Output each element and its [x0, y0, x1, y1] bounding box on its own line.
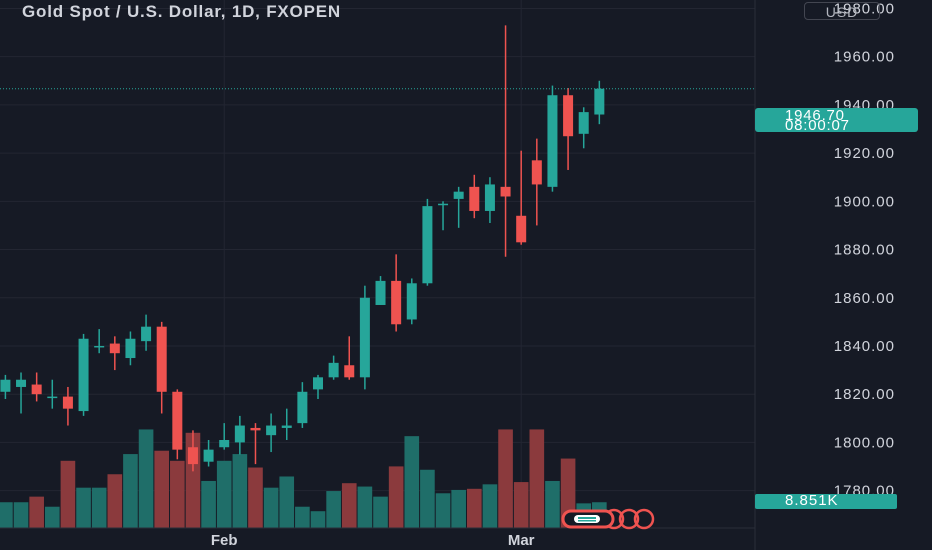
- candle-body: [297, 391, 308, 424]
- candle-body: [31, 384, 42, 395]
- candle-body: [141, 326, 152, 342]
- volume-bar: [0, 502, 13, 528]
- candle-body: [234, 425, 245, 443]
- volume-bar: [29, 496, 44, 528]
- time-axis: Feb Mar: [0, 527, 755, 549]
- y-tick-label: 1840.00: [834, 338, 895, 355]
- volume-bar: [107, 474, 123, 528]
- volume-bar: [420, 469, 435, 528]
- candle-body: [469, 186, 480, 211]
- candle-body: [578, 112, 589, 134]
- volume-bar: [357, 486, 373, 528]
- candle-body: [125, 338, 136, 359]
- y-tick-label: 1860.00: [834, 290, 895, 307]
- candle-body: [391, 280, 402, 325]
- volume-bar: [201, 480, 216, 528]
- volume-bar: [466, 488, 482, 528]
- volume-bar: [60, 460, 76, 528]
- candle-body: [375, 280, 386, 305]
- symbol-title[interactable]: Gold Spot / U.S. Dollar, 1D, FXOPEN: [22, 2, 341, 21]
- volume-bar: [248, 467, 263, 528]
- y-tick-label: 1920.00: [834, 145, 895, 162]
- candle-body: [94, 345, 105, 348]
- candle-body: [266, 425, 277, 436]
- candlesticks: [0, 25, 605, 472]
- volume-bar: [279, 476, 295, 528]
- volume-bar: [529, 429, 545, 528]
- last-price-value: 1946.70: [785, 107, 845, 124]
- tradingview-logo-icon: [561, 508, 655, 530]
- candle-body: [172, 391, 183, 450]
- y-tick-label: 1800.00: [834, 434, 895, 451]
- volume-bar: [138, 429, 154, 528]
- candle-body: [344, 365, 355, 378]
- volume-bar: [435, 493, 451, 528]
- candle-body: [281, 425, 292, 428]
- volume-bar: [326, 491, 341, 528]
- candle-body: [422, 206, 433, 284]
- candle-body: [359, 297, 370, 378]
- x-tick-label: Feb: [211, 532, 238, 549]
- candle-body: [453, 191, 464, 199]
- volume-bar: [451, 489, 466, 528]
- candle-body: [156, 326, 167, 392]
- last-price-badge: 1946.70 08:00:07: [755, 107, 918, 134]
- y-tick-label: 1900.00: [834, 193, 895, 210]
- price-axis: 1780.001800.001820.001840.001860.001880.…: [754, 0, 895, 550]
- y-tick-label: 1880.00: [834, 242, 895, 259]
- candle-body: [109, 343, 120, 354]
- candle-body: [187, 447, 198, 465]
- volume-bar: [513, 482, 529, 528]
- candle-body: [547, 95, 558, 187]
- volume-bar: [170, 460, 185, 528]
- y-tick-label: 1820.00: [834, 386, 895, 403]
- candle-body: [78, 338, 89, 412]
- volume-bar: [263, 487, 279, 528]
- volume-bar: [373, 496, 388, 528]
- volume-bar: [91, 487, 107, 528]
- volume-bar: [44, 506, 60, 528]
- candle-body: [62, 396, 73, 409]
- volume-bar: [498, 429, 513, 528]
- candle-body: [203, 449, 214, 462]
- volume-bar: [404, 436, 420, 528]
- volume-bars: [0, 429, 607, 528]
- volume-bar: [310, 511, 326, 528]
- volume-bar: [154, 450, 170, 528]
- volume-bar: [545, 480, 560, 528]
- y-tick-label: 1960.00: [834, 49, 895, 66]
- volume-bar: [76, 487, 91, 528]
- x-tick-label: Mar: [508, 532, 535, 549]
- volume-bar: [341, 483, 357, 528]
- candle-body: [594, 88, 605, 115]
- candle-body: [0, 379, 11, 392]
- candle-body: [328, 362, 339, 378]
- volume-badge: 8.851K: [755, 492, 897, 509]
- candle-body: [500, 186, 511, 197]
- volume-bar: [232, 454, 248, 528]
- volume-bar: [482, 484, 498, 528]
- bar-countdown: 08:00:07: [785, 117, 850, 134]
- currency-button[interactable]: USD: [804, 2, 880, 20]
- volume-value: 8.851K: [785, 492, 839, 509]
- volume-bar: [388, 466, 404, 528]
- candle-body: [250, 427, 261, 431]
- candle-body: [47, 396, 58, 399]
- candle-body: [516, 215, 527, 243]
- candle-body: [563, 95, 574, 137]
- volume-bar: [295, 506, 310, 528]
- candle-body: [531, 160, 542, 185]
- candle-body: [484, 184, 495, 211]
- candle-body: [16, 379, 27, 387]
- chart-grid: [0, 0, 755, 528]
- volume-bar: [216, 460, 232, 528]
- candle-body: [406, 283, 417, 320]
- volume-bar: [13, 502, 29, 528]
- volume-bar: [123, 454, 138, 528]
- candle-body: [438, 203, 449, 206]
- candle-body: [219, 440, 230, 448]
- candle-body: [313, 377, 323, 390]
